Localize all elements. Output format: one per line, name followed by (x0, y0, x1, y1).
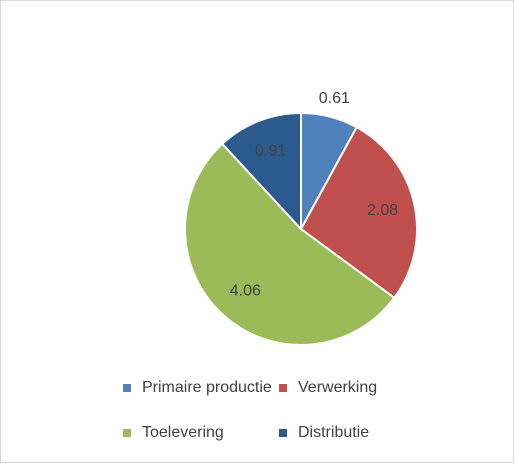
legend-label: Verwerking (298, 379, 377, 396)
legend-swatch (279, 384, 287, 392)
data-label: 0.91 (255, 142, 286, 159)
pie-slice (184, 142, 396, 346)
legend-swatch (123, 429, 131, 437)
legend-label: Primaire productie (142, 379, 272, 396)
legend-swatch (279, 429, 287, 437)
legend-label: Distributie (298, 424, 369, 441)
data-label: 2.08 (367, 202, 398, 219)
pie-slice (220, 111, 302, 232)
data-label: 4.06 (230, 282, 261, 299)
legend-label: Toelevering (142, 424, 224, 441)
pie-slice (299, 125, 418, 300)
legend-swatch (123, 384, 131, 392)
data-label: 0.61 (319, 90, 350, 107)
